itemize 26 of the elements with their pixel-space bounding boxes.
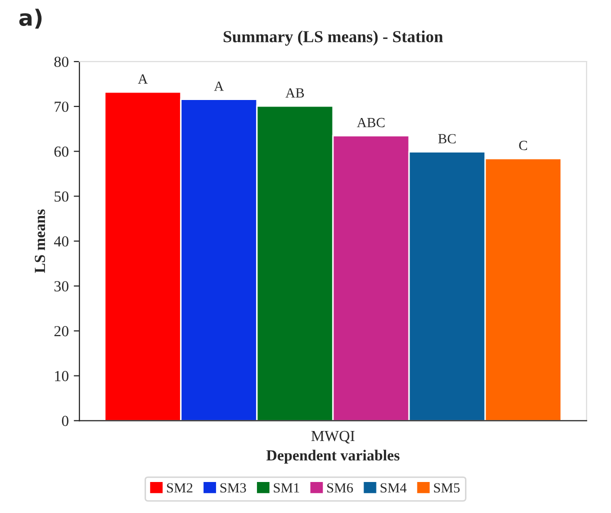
y-tick-label: 40 — [54, 236, 68, 247]
x-tick-label: MWQI — [311, 430, 355, 444]
legend-label: SM4 — [380, 483, 407, 493]
y-tick-label: 80 — [54, 56, 68, 68]
y-tick-label: 30 — [54, 281, 68, 292]
legend-label: SM1 — [274, 483, 300, 493]
chart-title: Summary (LS means) - Station — [224, 30, 443, 46]
data-label: BC — [438, 134, 456, 144]
legend-label: SM3 — [220, 483, 246, 493]
y-tick-label: 0 — [62, 416, 68, 426]
x-axis-title: Dependent variables — [266, 450, 400, 464]
y-tick-label: 70 — [54, 102, 68, 112]
y-tick-label: 20 — [54, 326, 68, 336]
legend-label: SM2 — [167, 483, 192, 493]
y-tick-label: 10 — [55, 370, 68, 382]
data-label: C — [519, 140, 528, 150]
data-label: ABC — [356, 118, 385, 128]
legend-label: SM6 — [327, 483, 353, 493]
y-tick-label: 50 — [54, 191, 68, 202]
data-label: AB — [285, 88, 304, 98]
legend-label: SM5 — [434, 483, 460, 493]
data-label: A — [214, 82, 224, 91]
y-tick-label: 60 — [54, 146, 68, 157]
y-axis-title: LS means — [34, 209, 46, 273]
data-label: A — [138, 74, 148, 84]
text: a) — [19, 8, 42, 29]
